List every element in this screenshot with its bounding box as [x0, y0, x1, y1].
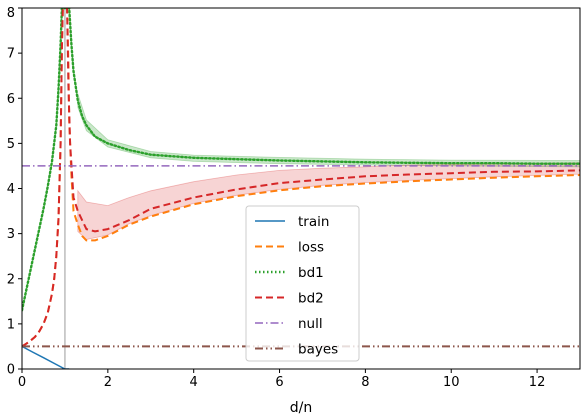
- legend-label-bd2: bd2: [298, 291, 324, 307]
- y-tick-label: 7: [7, 47, 15, 62]
- legend-label-loss: loss: [298, 240, 324, 256]
- y-tick-label: 2: [7, 272, 15, 287]
- series-lines: [22, 8, 580, 369]
- legend-label-train: train: [298, 214, 329, 230]
- x-tick-label: 10: [443, 375, 460, 390]
- legend-label-bd1: bd1: [298, 265, 324, 281]
- band-bd2: [77, 162, 580, 240]
- band-bd1: [77, 93, 580, 168]
- y-axis: 0 1 2 3 4 5 6 7 8: [7, 6, 22, 378]
- series-loss: [22, 8, 580, 348]
- x-axis-label: d/n: [290, 400, 312, 416]
- series-train: [22, 345, 70, 369]
- x-tick-label: 6: [275, 375, 283, 390]
- y-tick-label: 4: [7, 182, 15, 197]
- legend: train loss bd1 bd2 null bayes: [245, 205, 360, 362]
- x-tick-label: 0: [18, 375, 26, 390]
- legend-label-bayes: bayes: [298, 342, 338, 358]
- series-bd2: [22, 8, 580, 348]
- y-tick-label: 0: [7, 363, 15, 378]
- x-axis: 0 2 4 6 8 10 12: [18, 369, 545, 390]
- y-tick-label: 3: [7, 227, 15, 242]
- y-tick-label: 1: [7, 317, 15, 332]
- x-tick-label: 4: [190, 375, 198, 390]
- x-tick-label: 2: [104, 375, 112, 390]
- y-tick-label: 5: [7, 137, 15, 152]
- x-tick-label: 12: [529, 375, 546, 390]
- y-tick-label: 8: [7, 6, 15, 21]
- confidence-bands: [77, 93, 580, 240]
- legend-label-null: null: [298, 316, 323, 332]
- y-tick-label: 6: [7, 92, 15, 107]
- x-tick-label: 8: [361, 375, 369, 390]
- series-bd1: [22, 8, 580, 312]
